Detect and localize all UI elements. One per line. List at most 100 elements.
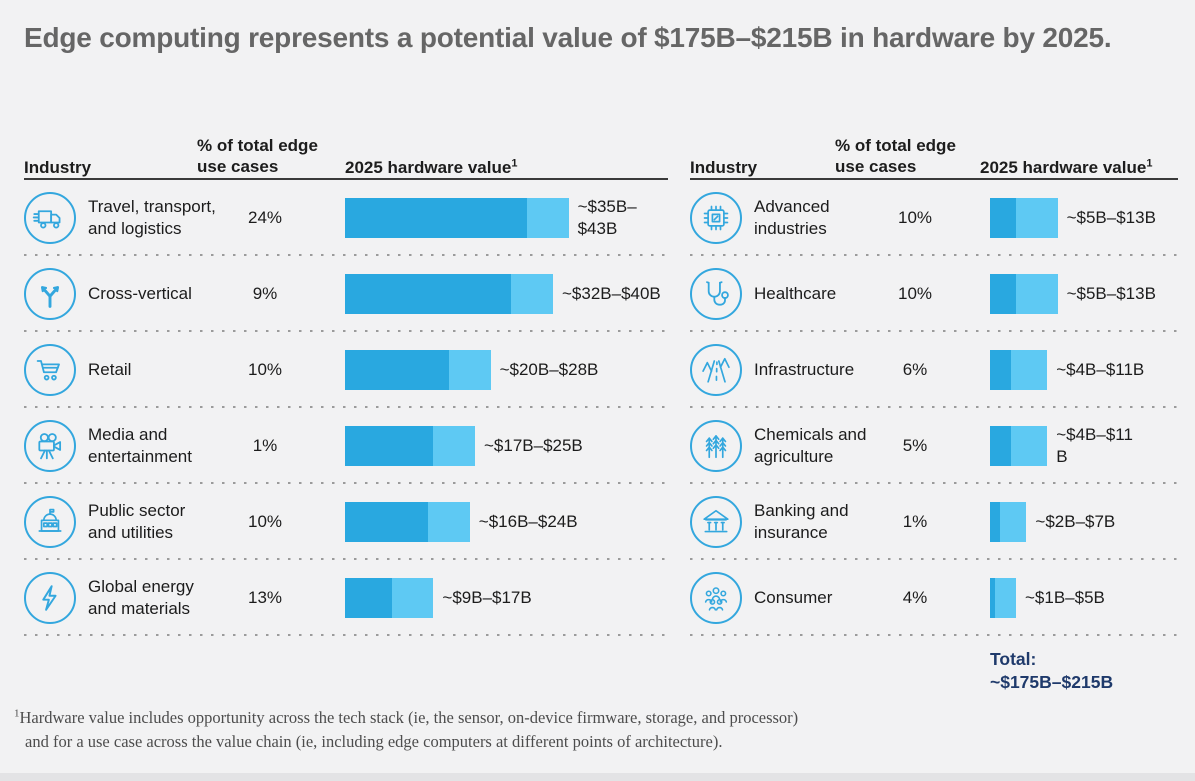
column-header-pct-of-use-cases: % of total edge use cases [197,136,318,176]
pct-of-use-cases-value: 9% [252,284,278,303]
bar-segment-high-range [1016,274,1058,314]
hardware-value-label: ~$5B–$13B [1066,208,1156,227]
total-label: Total: [990,649,1037,669]
industry-icon-circle [24,344,76,396]
video-camera-icon [32,428,68,464]
header-rule [690,178,1178,180]
hardware-value-cell: ~$5B–$13B [990,180,1178,256]
bar-segment-high-range [527,198,569,238]
bar-segment-low-estimate [990,578,996,618]
table-row: Media and entertainment 1% ~$17B–$25B [24,408,668,484]
pct-of-use-cases-value: 5% [902,436,928,455]
bar-segment-low-estimate [345,502,429,542]
pct-of-use-cases-value: 10% [897,284,933,303]
hardware-value-bar [990,274,1058,314]
bar-segment-high-range [995,578,1016,618]
industry-icon-circle [690,268,742,320]
hardware-value-label: ~$16B–$24B [478,512,578,531]
total-value: ~$175B–$215B [990,672,1114,692]
industry-label: Travel, transport, and logistics [88,197,216,238]
industry-icon-circle [690,192,742,244]
industry-label: Consumer [754,588,833,607]
column-header-industry: Industry [24,158,92,177]
column-header-hardware-value: 2025 hardware value1 [345,157,517,178]
hardware-value-bar [345,274,553,314]
pct-of-use-cases-value: 13% [247,588,283,607]
pct-of-use-cases-value: 24% [247,208,283,227]
bar-segment-high-range [428,502,470,542]
hardware-value-label: ~$4B–$11B [1056,360,1145,379]
bar-segment-low-estimate [345,198,527,238]
bar-segment-high-range [1000,502,1027,542]
industry-icon-circle [24,192,76,244]
bar-segment-high-range [511,274,553,314]
footnote: 1Hardware value includes opportunity acr… [14,706,1144,754]
pct-of-use-cases-value: 4% [902,588,928,607]
government-building-icon [32,504,68,540]
hardware-value-bar [990,198,1058,238]
industry-table-left: Industry % of total edge use cases 2025 … [24,130,668,650]
truck-icon [32,200,68,236]
table-row: Advanced industries 10% ~$5B–$13B [690,180,1178,256]
bar-segment-low-estimate [990,198,1016,238]
stethoscope-icon [698,276,734,312]
bar-segment-low-estimate [990,426,1011,466]
bottom-edge-strip [0,773,1195,781]
industry-icon-circle [690,420,742,472]
shopping-cart-icon [32,352,68,388]
table-row: Global energy and materials 13% ~$9B–$17… [24,560,668,636]
bar-segment-low-estimate [990,502,1001,542]
table-row: Retail 10% ~$20B–$28B [24,332,668,408]
hardware-value-label: ~$17B–$25B [483,436,583,455]
hardware-value-cell: ~$4B–$11B [990,332,1178,408]
energy-bolt-icon [32,580,68,616]
hardware-value-cell: ~$4B–$11 B [990,408,1178,484]
pct-of-use-cases-value: 10% [247,360,283,379]
industry-label: Infrastructure [754,360,855,379]
chart-total: Total: ~$175B–$215B [990,648,1113,694]
bar-segment-low-estimate [345,426,434,466]
hardware-value-cell: ~$2B–$7B [990,484,1178,560]
wheat-icon [698,428,734,464]
hardware-value-bar [345,578,434,618]
hardware-value-cell: ~$32B–$40B [345,256,668,332]
bar-segment-high-range [1016,198,1058,238]
hardware-value-label: ~$4B–$11 B [1056,425,1133,466]
microchip-icon [698,200,734,236]
hardware-value-label: ~$20B–$28B [499,360,599,379]
hardware-value-bar [990,578,1016,618]
pct-of-use-cases-value: 10% [247,512,283,531]
hardware-value-label: ~$1B–$5B [1024,588,1105,607]
pct-of-use-cases-value: 1% [902,512,928,531]
hardware-value-bar [990,426,1048,466]
pct-of-use-cases-value: 10% [897,208,933,227]
hardware-value-bar [990,502,1027,542]
footnote-text-line1: Hardware value includes opportunity acro… [19,708,799,727]
hardware-value-cell: ~$5B–$13B [990,256,1178,332]
hardware-value-label: ~$35B–$43B [577,197,637,238]
page-title: Edge computing represents a potential va… [24,22,1112,53]
hardware-value-label: ~$2B–$7B [1035,512,1116,531]
table-row: Banking and insurance 1% ~$2B–$7B [690,484,1178,560]
bar-segment-low-estimate [345,350,449,390]
pct-of-use-cases-value: 1% [252,436,278,455]
table-row: Travel, transport, and logistics 24% ~$3… [24,180,668,256]
hardware-value-label: ~$5B–$13B [1066,284,1156,303]
hardware-value-cell: ~$9B–$17B [345,560,668,636]
branch-arrows-icon [32,276,68,312]
footnote-text-line2: and for a use case across the value chai… [25,732,723,751]
header-rule [24,178,668,180]
bar-segment-high-range [433,426,475,466]
industry-icon-circle [24,496,76,548]
industry-label: Retail [88,360,132,379]
industry-label: Banking and insurance [754,501,849,542]
industry-label: Healthcare [754,284,837,303]
hardware-value-bar [345,426,475,466]
hardware-value-bar [990,350,1048,390]
table-row: Healthcare 10% ~$5B–$13B [690,256,1178,332]
hardware-value-label: ~$9B–$17B [442,588,532,607]
table-row: Public sector and utilities 10% ~$16B–$2… [24,484,668,560]
bar-segment-low-estimate [345,578,392,618]
footnote-marker: 1 [14,707,20,720]
table-row: Infrastructure 6% ~$4B–$11B [690,332,1178,408]
